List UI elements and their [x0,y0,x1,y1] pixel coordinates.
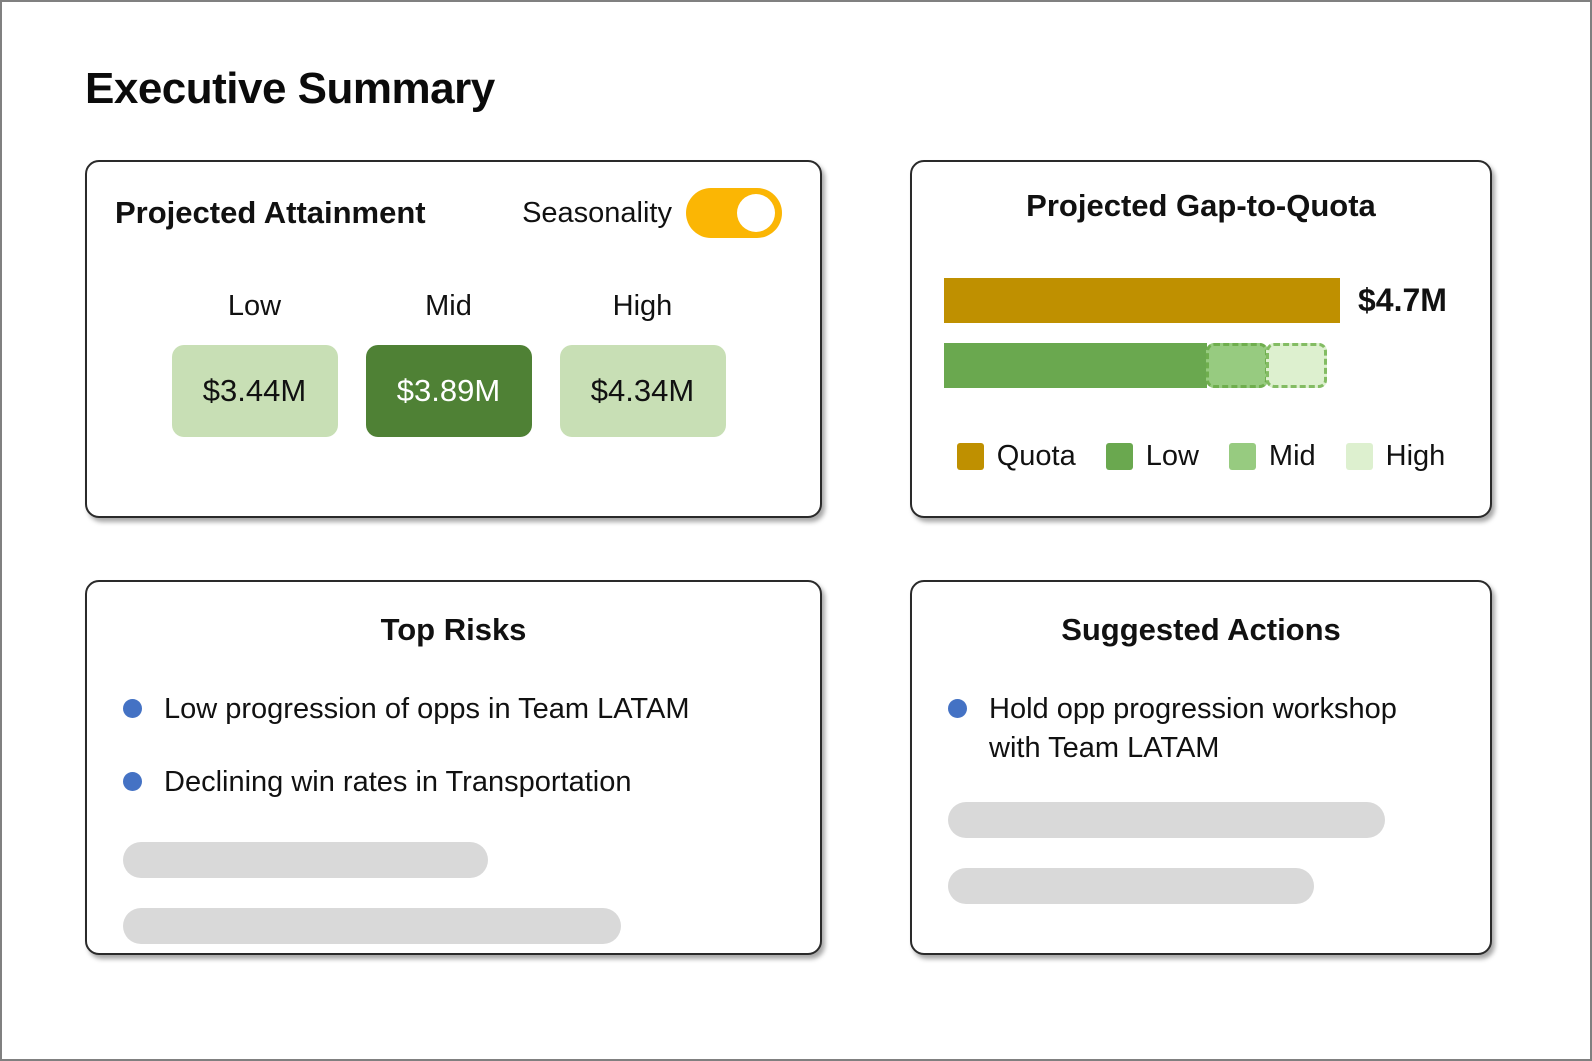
attainment-title: Projected Attainment [115,195,426,230]
attainment-segment-low [944,343,1207,388]
bullet-dot-icon [123,772,142,792]
legend-label-low: Low [1145,440,1199,472]
list-item: Low progression of opps in Team LATAM [123,690,784,729]
legend-item-quota: Quota [956,440,1076,473]
list-item: Hold opp progression workshop with Team … [948,690,1454,768]
top-risks-card: Top Risks Low progression of opps in Tea… [85,580,822,955]
attainment-segment-mid [1206,343,1268,388]
bullet-dot-icon [948,699,967,718]
scenario-high: High $4.34M [559,290,726,437]
list-item: Declining win rates in Transportation [123,763,784,802]
scenario-low-value-chip: $3.44M [171,345,338,437]
legend-swatch-high [1345,443,1373,470]
suggested-actions-title: Suggested Actions [1061,612,1341,647]
risk-item-text: Low progression of opps in Team LATAM [164,693,690,725]
gap-to-quota-chart: $4.7M [944,278,1458,388]
scenario-low: Low $3.44M [171,290,338,437]
cards-grid: Projected Attainment Seasonality Low $3.… [85,160,1512,955]
suggested-actions-list: Hold opp progression workshop with Team … [948,690,1454,768]
scenario-group: Low $3.44M Mid $3.89M High $4.34M [115,290,782,437]
legend-swatch-low [1105,443,1133,470]
seasonality-toggle[interactable] [686,188,782,238]
legend-item-high: High [1345,440,1446,473]
scenario-high-value-chip: $4.34M [559,345,726,437]
attainment-segment-high [1266,343,1327,388]
action-item-text: Hold opp progression workshop with Team … [989,693,1397,765]
legend-item-low: Low [1105,440,1199,473]
page-title: Executive Summary [85,64,495,113]
top-risks-title: Top Risks [380,612,527,647]
toggle-knob [737,194,775,232]
legend-label-mid: Mid [1268,440,1316,472]
legend-label-quota: Quota [996,440,1076,472]
bullet-dot-icon [123,699,142,718]
scenario-mid: Mid $3.89M [365,290,532,437]
scenario-mid-label: Mid [425,290,472,322]
legend-label-high: High [1385,440,1446,472]
quota-bar-row: $4.7M [944,278,1458,323]
placeholder-bar [948,802,1385,839]
attainment-bar-row [944,343,1458,388]
attainment-header: Projected Attainment Seasonality [115,188,782,238]
placeholder-bar [123,908,621,945]
scenario-high-label: High [612,290,673,322]
top-risks-list: Low progression of opps in Team LATAM De… [123,690,784,802]
placeholder-bar [123,842,488,879]
legend-item-mid: Mid [1228,440,1316,473]
quota-value-label: $4.7M [1358,282,1447,318]
quota-bar [944,278,1340,323]
scenario-mid-value-chip: $3.89M [365,345,532,437]
projected-attainment-card: Projected Attainment Seasonality Low $3.… [85,160,822,518]
legend-swatch-quota [956,443,984,470]
scenario-low-label: Low [227,290,282,322]
chart-legend: Quota Low Mid High [944,440,1458,473]
legend-swatch-mid [1228,443,1256,470]
risk-item-text: Declining win rates in Transportation [164,766,632,799]
gap-to-quota-title: Projected Gap-to-Quota [1026,188,1376,223]
placeholder-bar [948,868,1314,905]
suggested-actions-card: Suggested Actions Hold opp progression w… [910,580,1492,955]
executive-summary-page: Executive Summary Projected Attainment S… [2,2,1590,955]
gap-to-quota-card: Projected Gap-to-Quota $4.7M Quota [910,160,1492,518]
seasonality-label: Seasonality [522,196,672,229]
